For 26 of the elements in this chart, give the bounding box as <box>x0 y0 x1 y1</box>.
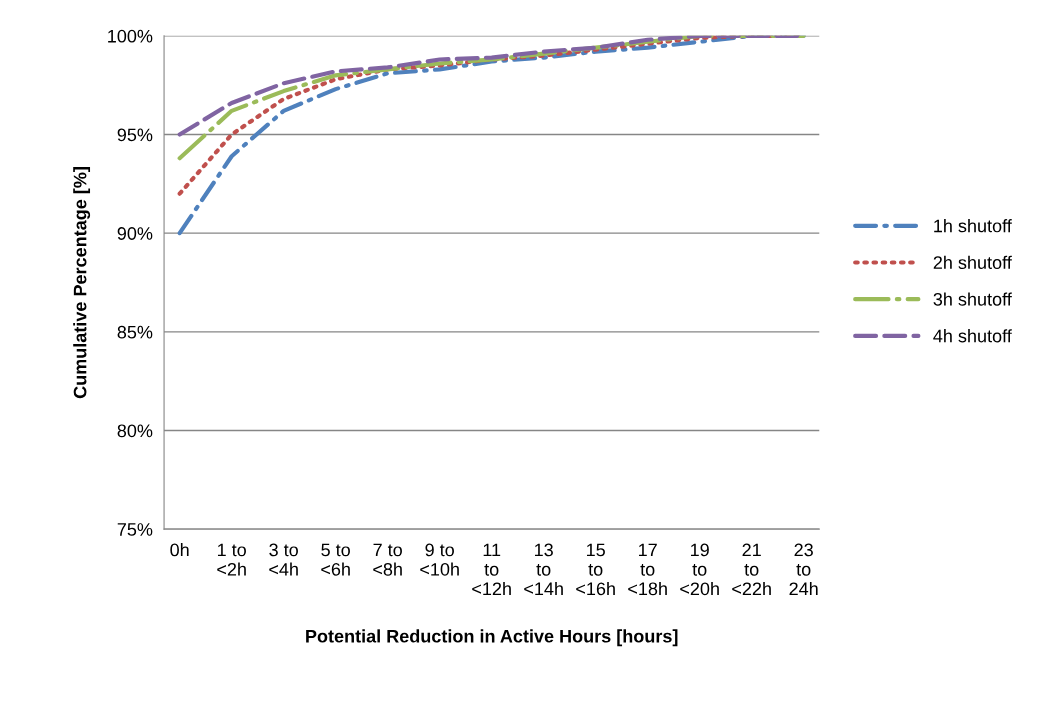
y-tick-label: 80% <box>117 424 153 438</box>
legend-label: 3h shutoff <box>933 292 1012 306</box>
x-tick-label: 9 to <10h <box>420 543 459 576</box>
x-tick-label: 15 to <16h <box>576 543 615 596</box>
x-tick-label: 23 to 24h <box>789 543 818 596</box>
x-tick-label: 0h <box>170 543 189 557</box>
y-axis-title: Cumulative Percentage [%] <box>73 167 91 399</box>
y-tick-label: 95% <box>117 128 153 142</box>
legend-label: 4h shutoff <box>933 329 1012 343</box>
x-tick-label: 3 to <4h <box>269 543 298 576</box>
x-tick-label: 11 to <12h <box>472 543 511 596</box>
x-tick-label: 5 to <6h <box>321 543 350 576</box>
x-tick-label: 17 to <18h <box>628 543 667 596</box>
x-tick-label: 19 to <20h <box>680 543 719 596</box>
y-tick-label: 85% <box>117 325 153 339</box>
line-series <box>177 35 806 161</box>
x-axis-title: Potential Reduction in Active Hours [hours] <box>306 629 678 647</box>
y-tick-label: 75% <box>117 523 153 536</box>
x-tick-label: 13 to <14h <box>524 543 563 596</box>
y-tick-label: 100% <box>108 29 153 43</box>
y-tick-label: 90% <box>117 227 153 240</box>
x-tick-label: 21 to <22h <box>732 543 771 596</box>
x-tick-label: 1 to <2h <box>217 543 246 576</box>
legend-label: 1h shutoff <box>934 219 1012 233</box>
x-tick-label: 7 to <8h <box>373 543 402 576</box>
legend-label: 2h shutoff <box>933 255 1012 269</box>
